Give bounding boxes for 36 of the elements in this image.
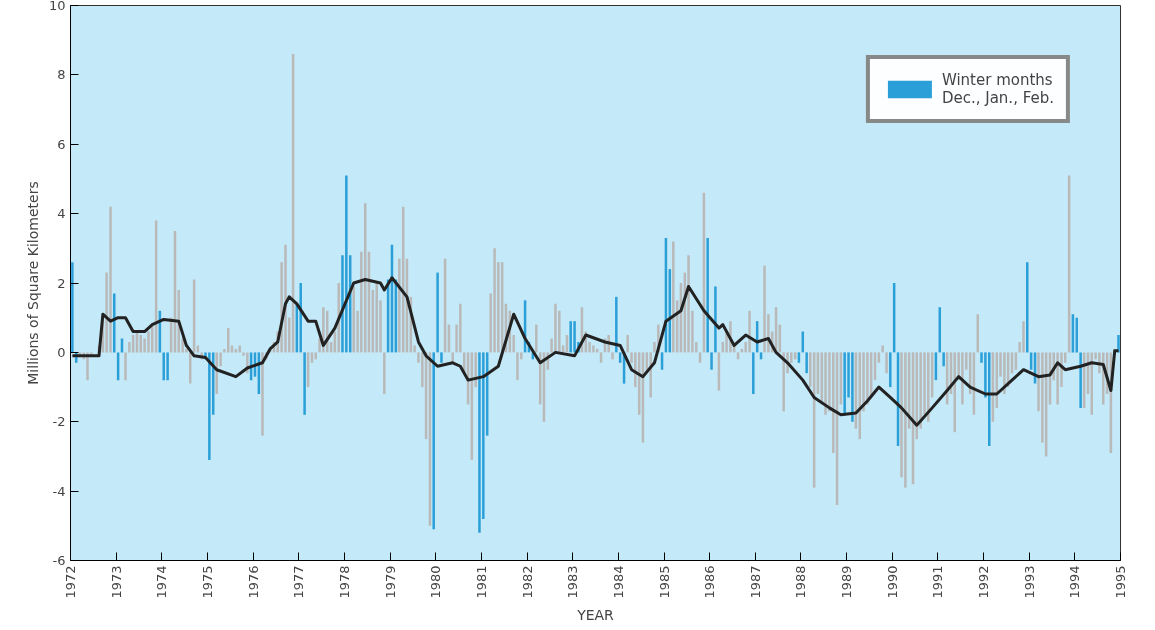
x-tick-label: 1984 — [610, 565, 626, 599]
y-tick-label: -4 — [52, 483, 66, 499]
x-tick-label: 1991 — [930, 565, 946, 599]
x-tick-label: 1981 — [473, 565, 489, 599]
x-tick-label: 1985 — [656, 565, 672, 599]
x-tick-label: 1990 — [884, 565, 900, 599]
x-tick-label: 1976 — [245, 565, 261, 599]
x-tick-label: 1992 — [976, 565, 992, 599]
x-tick-label: 1987 — [747, 565, 763, 599]
x-tick-label: 1982 — [519, 565, 535, 599]
y-tick-label: 2 — [57, 275, 66, 291]
legend-label: Winter months Dec., Jan., Feb. — [941, 71, 1054, 107]
x-tick-label: 1978 — [336, 565, 352, 599]
x-tick-label: 1995 — [1113, 565, 1128, 599]
y-tick-label: 8 — [57, 67, 66, 83]
y-tick-label: -2 — [52, 414, 66, 430]
x-tick-label: 1980 — [428, 565, 444, 599]
x-axis-title: YEAR — [576, 606, 615, 623]
y-tick-label: 10 — [48, 0, 66, 13]
x-tick-label: 1994 — [1067, 565, 1083, 599]
x-tick-label: 1979 — [382, 565, 398, 599]
y-tick-label: 0 — [57, 344, 66, 360]
x-tick-label: 1986 — [702, 565, 718, 599]
x-tick-label: 1983 — [565, 565, 581, 599]
x-tick-label: 1975 — [199, 565, 215, 599]
y-tick-label: 4 — [57, 206, 66, 222]
x-tick-label: 1973 — [108, 565, 124, 599]
y-axis-title: Millions of Square Kilometers — [24, 181, 41, 385]
y-tick-label: -6 — [52, 553, 66, 568]
x-tick-label: 1989 — [839, 565, 855, 599]
x-tick-label: 1972 — [63, 565, 78, 599]
x-tick-label: 1977 — [291, 565, 307, 599]
x-tick-label: 1988 — [793, 565, 809, 599]
y-tick-label: 6 — [57, 136, 66, 152]
x-tick-label: 1993 — [1021, 565, 1037, 599]
x-tick-label: 1974 — [154, 565, 170, 599]
